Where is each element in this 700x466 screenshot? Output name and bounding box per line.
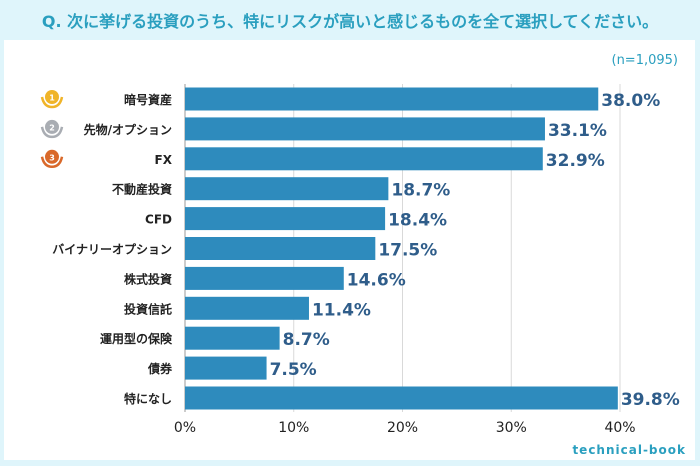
x-tick-label: 40%	[604, 420, 635, 436]
bar	[185, 356, 267, 380]
category-label: 暗号資産	[124, 92, 172, 107]
category-label: 不動産投資	[112, 182, 172, 197]
data-label: 18.7%	[391, 181, 450, 201]
category-label: 先物/オプション	[84, 122, 172, 137]
category-label: バイナリーオプション	[52, 242, 172, 257]
category-label: 投資信託	[124, 301, 172, 316]
bar	[185, 207, 386, 231]
category-label: FX	[155, 153, 173, 167]
bar	[185, 237, 376, 260]
brand-logo: technical-book	[572, 443, 686, 457]
laurel-icon	[40, 126, 64, 139]
data-label: 17.5%	[378, 241, 437, 261]
bar	[185, 326, 280, 350]
data-label: 8.7%	[283, 330, 330, 350]
bar	[185, 147, 543, 171]
rank-medal-icon	[45, 90, 59, 104]
bar	[185, 266, 344, 290]
category-label: 債券	[147, 361, 173, 376]
bar	[185, 296, 309, 320]
rank-number: 1	[49, 94, 55, 103]
bar	[185, 386, 618, 410]
data-label: 38.0%	[601, 91, 660, 111]
data-label: 39.8%	[621, 390, 680, 410]
rank-medal-icon	[45, 119, 59, 134]
x-tick-label: 10%	[278, 420, 309, 436]
x-tick-label: 30%	[496, 420, 527, 436]
sample-size: (n=1,095)	[611, 53, 679, 68]
rank-medal-icon	[45, 149, 59, 164]
data-label: 33.1%	[548, 121, 607, 141]
bar	[185, 177, 389, 201]
bar	[185, 117, 545, 141]
chart-title: Q. 次に挙げる投資のうち、特にリスクが高いと感じるものを全て選択してください。	[41, 12, 659, 31]
data-label: 32.9%	[546, 151, 605, 171]
category-label: 株式投資	[124, 271, 172, 286]
x-tick-label: 20%	[387, 420, 418, 436]
x-tick-label: 0%	[174, 420, 196, 436]
bar	[185, 87, 599, 111]
category-label: 運用型の保険	[100, 331, 173, 346]
data-label: 11.4%	[312, 300, 371, 320]
data-label: 18.4%	[388, 211, 447, 231]
rank-number: 2	[49, 123, 55, 132]
category-label: CFD	[145, 213, 172, 227]
data-label: 7.5%	[270, 360, 317, 380]
laurel-icon	[40, 96, 64, 109]
laurel-icon	[40, 156, 64, 169]
category-label: 特になし	[124, 391, 172, 406]
data-label: 14.6%	[347, 270, 406, 290]
rank-number: 3	[49, 153, 55, 162]
